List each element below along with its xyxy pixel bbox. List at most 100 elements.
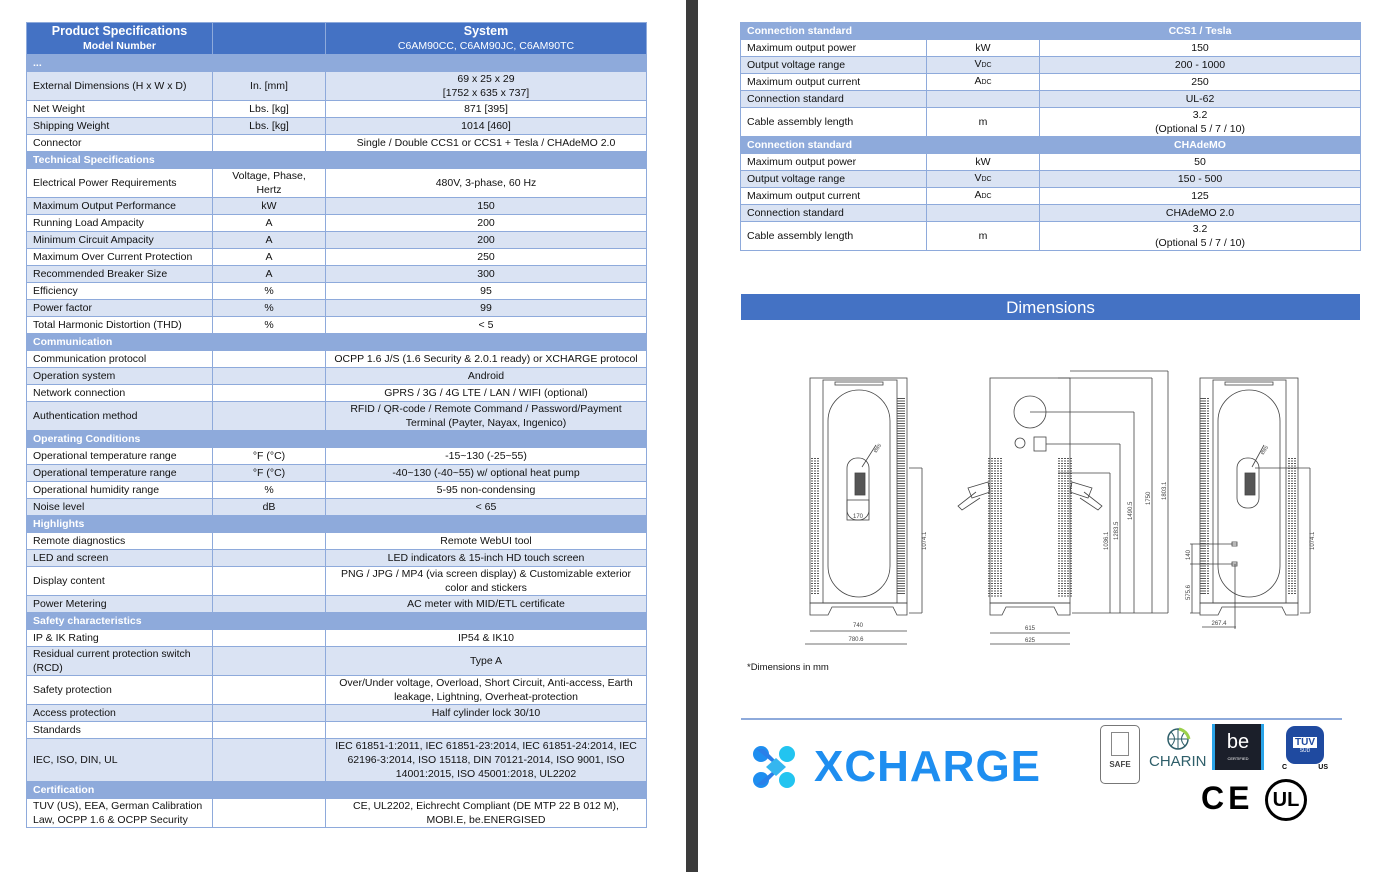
row-unit: In. [mm] (212, 71, 326, 101)
table-row: Minimum Circuit Ampacity A 200 (26, 231, 647, 249)
header-unit-blank (212, 22, 326, 55)
side-view-middle (957, 370, 1169, 645)
row-label-text: Noise level (33, 501, 85, 513)
row-unit (212, 721, 326, 739)
row-label: Residual current protection switch (RCD) (26, 646, 213, 676)
header-left: Product Specifications Model Number (26, 22, 213, 55)
table-row: External Dimensions (H x W x D) In. [mm] 6… (26, 71, 647, 101)
row-unit: A (212, 265, 326, 283)
row-value-text: 50 (1194, 156, 1206, 168)
row-value-text: Type A (469, 655, 503, 667)
row-value-text: IEC 61851-1:2011, IEC 61851-23:2014, IEC… (335, 740, 637, 780)
row-label-text: External Dimensions (H x W x D) (33, 80, 187, 92)
row-value: IP54 & IK10 (325, 629, 647, 647)
row-label-text: Recommended Breaker Size (33, 268, 168, 280)
table-row: Safety protection Over/Under voltage, Ove… (26, 675, 647, 705)
front-view-left (805, 377, 923, 645)
row-unit-text: % (264, 285, 274, 297)
row-value-text: 250 (1191, 76, 1209, 88)
row-value-text: UL-62 (1185, 93, 1215, 105)
row-label: Running Load Ampacity (26, 214, 213, 232)
table-row: IP & IK Rating IP54 & IK10 (26, 629, 647, 647)
row-unit-text: Lbs. [kg] (249, 120, 289, 132)
row-value-text: 3.2 (1192, 223, 1208, 235)
row-value: CHAdeMO 2.0 (1039, 204, 1362, 222)
table-row: Access protection Half cylinder lock 30/1… (26, 704, 647, 722)
product-specifications-table: Product Specifications Model Number Syst… (26, 22, 647, 828)
row-value: 200 - 1000 (1039, 56, 1362, 74)
safe-text: SAFE (1109, 760, 1131, 769)
table-row: Output voltage range VDC 150 - 500 (740, 170, 1362, 188)
row-value: AC meter with MID/ETL certificate (325, 595, 647, 613)
row-unit: ADC (925, 73, 1041, 91)
row-unit (212, 401, 326, 431)
row-label-text: Cable assembly length (747, 230, 854, 242)
row-value: 125 (1039, 187, 1362, 205)
row-value: < 5 (325, 316, 647, 334)
tuv-sub-text: SÜD (1299, 747, 1311, 754)
row-unit: A (212, 231, 326, 249)
row-value-text-2: (Optional 5 / 7 / 10) (1155, 123, 1245, 135)
row-value-text: 871 [395] (464, 103, 508, 115)
table-row: Power factor% 99 (26, 299, 647, 317)
dim-1036: 1036.1 (1104, 531, 1110, 550)
dimensions-drawing: 740 780.6 170 Ø85 1074.1 615 625 1036.1 … (805, 370, 1316, 645)
row-label-text: Electrical Power Requirements (33, 177, 177, 189)
table-row: Connection standard UL-62 (740, 90, 1362, 108)
row-unit (212, 646, 326, 676)
row-unit (925, 204, 1041, 222)
row-label-text: Safety protection (33, 684, 112, 696)
row-value: 99 (325, 299, 647, 317)
row-label-text: Access protection (33, 707, 116, 719)
xcharge-logo: XCHARGE (752, 744, 1041, 790)
table-row: Maximum output power kW 50 (740, 153, 1362, 171)
row-value-text: 480V, 3-phase, 60 Hz (435, 177, 537, 189)
row-value: 871 [395] (325, 100, 647, 118)
row-value: 69 x 25 x 29 [1752 x 635 x 737] (325, 71, 647, 101)
row-label-text: Running Load Ampacity (33, 217, 144, 229)
row-value-text: RFID / QR-code / Remote Command / Passwo… (350, 403, 622, 429)
row-unit: m (925, 221, 1041, 251)
dim-85b: Ø85 (1260, 445, 1270, 456)
row-unit: % (212, 299, 326, 317)
table-row: Maximum Over Current Protection A 250 (26, 248, 647, 266)
row-value-text: CHAdeMO 2.0 (1165, 207, 1235, 219)
row-value: -15~130 (-25~55) (325, 447, 647, 465)
row-label-text: Maximum Output Performance (33, 200, 176, 212)
row-value: 250 (325, 248, 647, 266)
row-value: PNG / JPG / MP4 (via screen display) & C… (325, 566, 647, 596)
row-label: Standards (26, 721, 213, 739)
row-unit-text: % (264, 484, 274, 496)
row-label: Network connection (26, 384, 213, 402)
row-value-text: PNG / JPG / MP4 (via screen display) & C… (340, 568, 631, 594)
table-row: Output voltage range VDC 200 - 1000 (740, 56, 1362, 74)
unit-symbol: ADC (974, 75, 992, 87)
row-label-text: IEC, ISO, DIN, UL (33, 754, 118, 766)
row-label-text: Power factor (33, 302, 92, 314)
row-value: Over/Under voltage, Overload, Short Circ… (325, 675, 647, 705)
row-label: Authentication method (26, 401, 213, 431)
row-unit (212, 350, 326, 368)
row-value: LED indicators & 15-inch HD touch screen (325, 549, 647, 567)
section-title: Connection standard (739, 22, 1041, 40)
row-unit (212, 738, 326, 782)
table-row: Authentication method RFID / QR-code / Re… (26, 401, 647, 431)
row-unit-text: A (265, 217, 273, 229)
table-row: Connector Single / Double CCS1 or CCS1 + … (26, 134, 647, 152)
row-label: IP & IK Rating (26, 629, 213, 647)
row-label: Maximum output current (740, 73, 927, 91)
row-value: 150 - 500 (1039, 170, 1362, 188)
table-row: Power Metering AC meter with MID/ETL cert… (26, 595, 647, 613)
safe-logo: SAFE (1100, 725, 1140, 784)
row-label-text: Efficiency (33, 285, 78, 297)
section-title: Technical Specifications (26, 151, 647, 169)
table-row: Running Load Ampacity A 200 (26, 214, 647, 232)
row-value: RFID / QR-code / Remote Command / Passwo… (325, 401, 647, 431)
section-title: Highlights (26, 515, 647, 533)
row-value: CE, UL2202, Eichrecht Compliant (DE MTP … (325, 798, 647, 828)
row-value-text: CE, UL2202, Eichrecht Compliant (DE MTP … (353, 800, 619, 826)
dim-1074a: 1074.1 (922, 531, 928, 550)
row-value: 200 (325, 214, 647, 232)
row-label: Connector (26, 134, 213, 152)
row-value: Android (325, 367, 647, 385)
